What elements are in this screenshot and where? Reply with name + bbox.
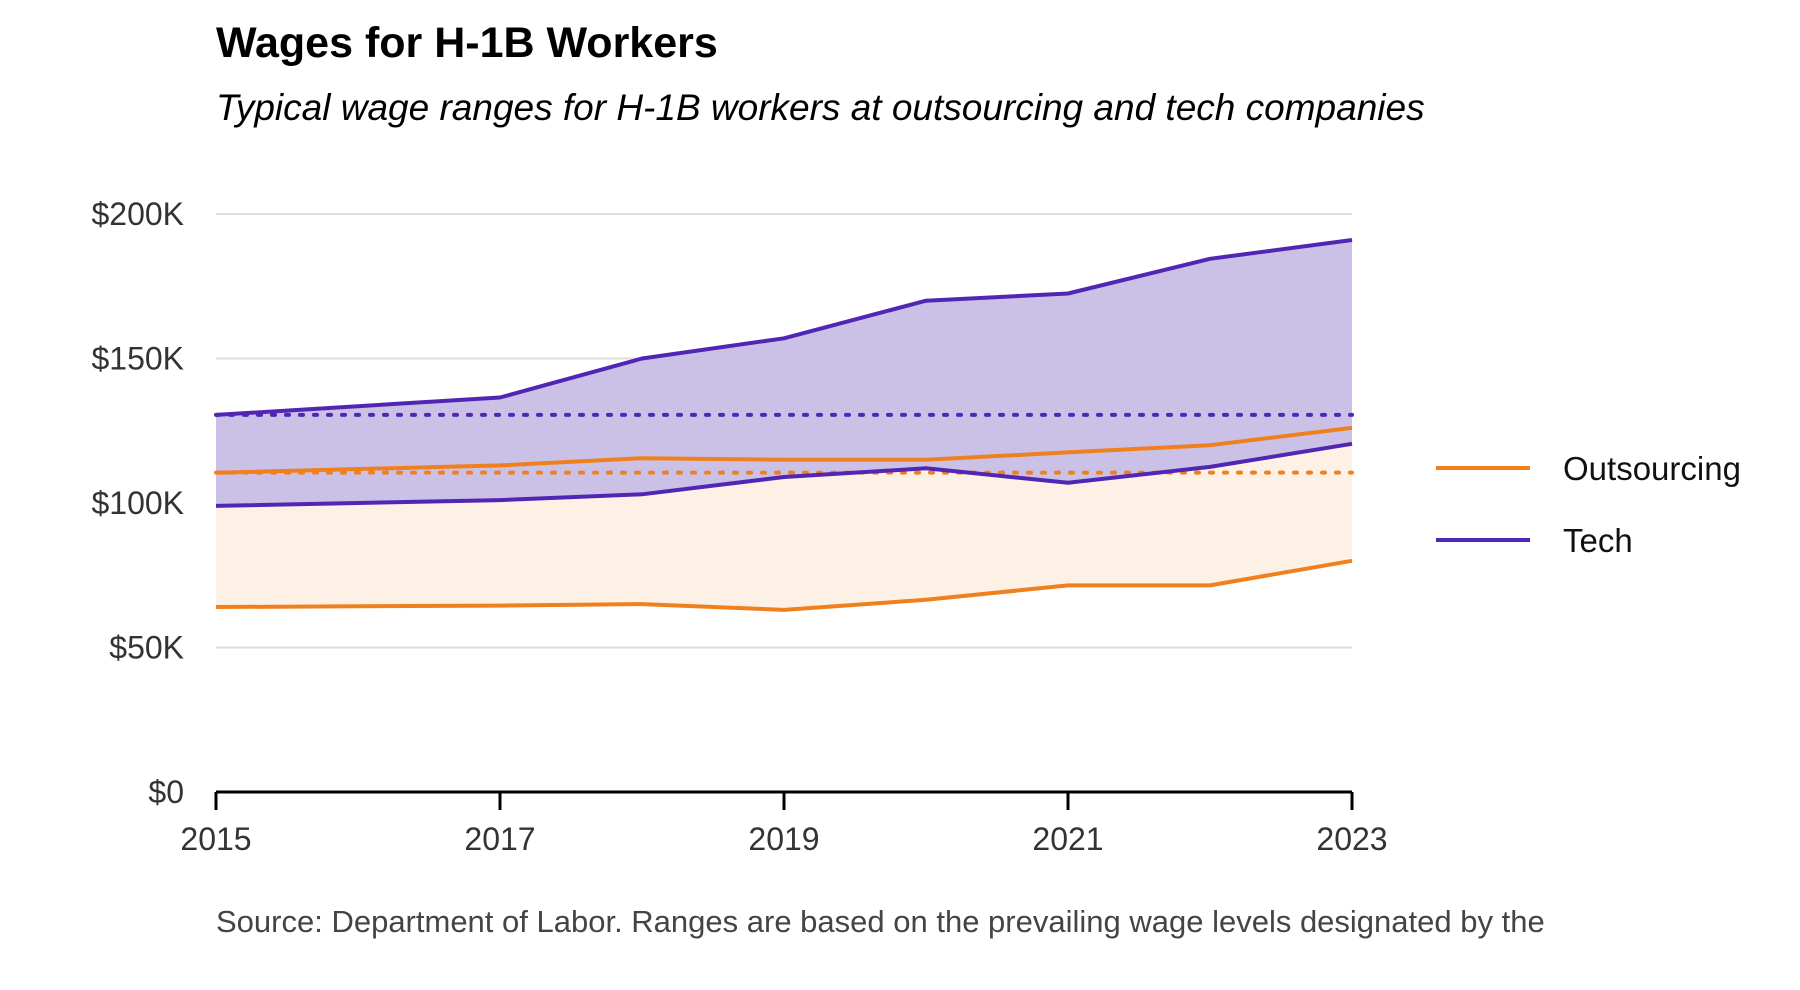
x-tick-label: 2023 <box>1316 821 1387 857</box>
area-tech <box>216 240 1352 506</box>
line-tech-upper <box>215 238 1353 417</box>
chart-subtitle: Typical wage ranges for H-1B workers at … <box>216 87 1425 128</box>
legend-label-tech: Tech <box>1563 522 1633 559</box>
axes: $0 $50K $100K $150K $200K 2015 2017 2019 2021 202… <box>91 196 1387 857</box>
y-tick-label: $0 <box>148 774 184 810</box>
x-tick-label: 2021 <box>1032 821 1103 857</box>
x-tick-label: 2019 <box>748 821 819 857</box>
legend: Outsourcing Tech <box>1436 450 1741 559</box>
y-tick-label: $50K <box>109 630 184 666</box>
chart-caption: Source: Department of Labor. Ranges are … <box>216 904 1545 939</box>
wage-range-lines <box>214 238 1354 612</box>
line-outsourcing-lower <box>215 558 1353 612</box>
y-tick-label: $150K <box>91 341 184 377</box>
chart-title: Wages for H-1B Workers <box>216 19 718 67</box>
x-tick-label: 2017 <box>464 821 535 857</box>
wage-range-areas <box>216 240 1352 610</box>
line-outsourcing-upper <box>215 425 1353 475</box>
y-tick-label: $100K <box>91 485 184 521</box>
y-tick-label: $200K <box>91 196 184 232</box>
legend-label-outsourcing: Outsourcing <box>1563 450 1741 487</box>
x-tick-label: 2015 <box>180 821 251 857</box>
line-tech-lower <box>215 441 1353 508</box>
